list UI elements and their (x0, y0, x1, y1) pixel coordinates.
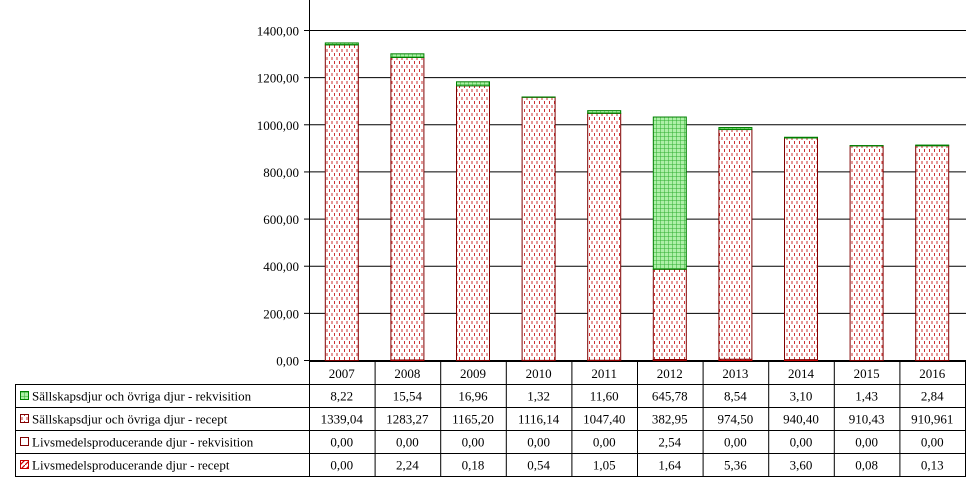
data-label: 11,60 (590, 389, 619, 404)
bar-segment (324, 42, 359, 46)
data-label: 1,43 (855, 389, 878, 404)
data-label: 1283,27 (386, 412, 429, 427)
data-label: 0,00 (790, 435, 813, 450)
data-label: 0,00 (527, 435, 550, 450)
data-label: 16,96 (458, 389, 488, 404)
y-tick-label: 0,00 (276, 354, 299, 369)
axes: 0,00 200,00 400,00 600,00 800,00 1000,00 1200,… (257, 0, 310, 369)
data-label: 645,78 (652, 389, 688, 404)
data-label: 0,08 (855, 458, 878, 473)
data-label: 1,32 (527, 389, 550, 404)
bar-segment (652, 268, 687, 361)
data-label: 1,64 (658, 458, 681, 473)
legend-key (20, 437, 29, 446)
data-table: 2007 2008 2009 2010 2011 2012 2013 2014 2015 2016… (15, 361, 966, 477)
x-tick-label: 2013 (722, 366, 748, 381)
legend-label: Livsmedelsproducerande djur - recept (32, 458, 230, 473)
data-label: 0,00 (396, 435, 419, 450)
data-label: 974,50 (718, 412, 754, 427)
data-label: 0,00 (330, 458, 353, 473)
data-label: 0,13 (921, 458, 944, 473)
bar-segment (784, 137, 818, 361)
legend-key (20, 391, 29, 400)
data-label: 910,43 (849, 412, 885, 427)
bar-segment (587, 110, 622, 114)
bar-segment (915, 144, 950, 147)
y-tick-label: 800,00 (263, 165, 299, 180)
data-label: 940,40 (783, 412, 819, 427)
data-label: 0,00 (724, 435, 747, 450)
bar-segment (456, 81, 490, 87)
data-label: 3,10 (790, 389, 813, 404)
legend-label: Livsmedelsproducerande djur - rekvisitio… (32, 435, 254, 450)
bar-segment (521, 96, 556, 361)
data-label: 0,18 (462, 458, 485, 473)
x-tick-label: 2015 (854, 366, 880, 381)
data-label: 0,00 (462, 435, 485, 450)
data-label: 1047,40 (583, 412, 625, 427)
data-label: 1116,14 (518, 412, 560, 427)
legend-label: Sällskapsdjur och övriga djur - recept (32, 412, 228, 427)
data-label: 2,24 (396, 458, 419, 473)
x-tick-label: 2011 (591, 366, 617, 381)
x-tick-label: 2014 (788, 366, 815, 381)
data-label: 8,22 (330, 389, 353, 404)
bar-segment (718, 127, 753, 131)
y-tick-label: 600,00 (263, 212, 299, 227)
data-label: 910,961 (911, 412, 953, 427)
x-tick-label: 2007 (329, 366, 356, 381)
y-tick-label: 400,00 (263, 259, 299, 274)
x-tick-label: 2009 (460, 366, 486, 381)
data-label: 5,36 (724, 458, 747, 473)
bar-segment (324, 44, 359, 362)
data-label: 0,00 (855, 435, 878, 450)
y-tick-label: 1400,00 (257, 24, 299, 39)
data-label: 2,84 (921, 389, 944, 404)
legend-key (20, 460, 29, 469)
x-tick-label: 2016 (919, 366, 946, 381)
data-label: 0,00 (593, 435, 616, 450)
bar-segment (390, 53, 425, 58)
legend-key (20, 414, 29, 423)
bar-segment (456, 85, 490, 361)
data-label: 8,54 (724, 389, 747, 404)
data-label: 382,95 (652, 412, 688, 427)
data-label: 0,00 (921, 435, 944, 450)
data-label: 2,54 (658, 435, 681, 450)
data-label: 1339,04 (321, 412, 364, 427)
y-tick-label: 1200,00 (257, 71, 299, 86)
bar-segment (390, 56, 425, 361)
bar-segment (718, 129, 753, 360)
y-tick-label: 200,00 (263, 306, 299, 321)
y-tick-label: 1000,00 (257, 118, 299, 133)
x-tick-label: 2008 (394, 366, 420, 381)
bar-segment (587, 112, 622, 361)
bars (324, 42, 950, 362)
data-label: 0,00 (330, 435, 353, 450)
bar-segment (915, 145, 950, 361)
data-label: 0,54 (527, 458, 550, 473)
legend-label: Sällskapsdjur och övriga djur - rekvisit… (32, 389, 252, 404)
x-tick-label: 2012 (657, 366, 683, 381)
bar-segment (784, 136, 818, 139)
x-tick-label: 2010 (526, 366, 552, 381)
bar-segment (652, 116, 687, 270)
data-label: 15,54 (393, 389, 423, 404)
data-label: 1165,20 (452, 412, 494, 427)
bar-segment (849, 145, 884, 361)
data-label: 3,60 (790, 458, 813, 473)
data-label: 1,05 (593, 458, 616, 473)
